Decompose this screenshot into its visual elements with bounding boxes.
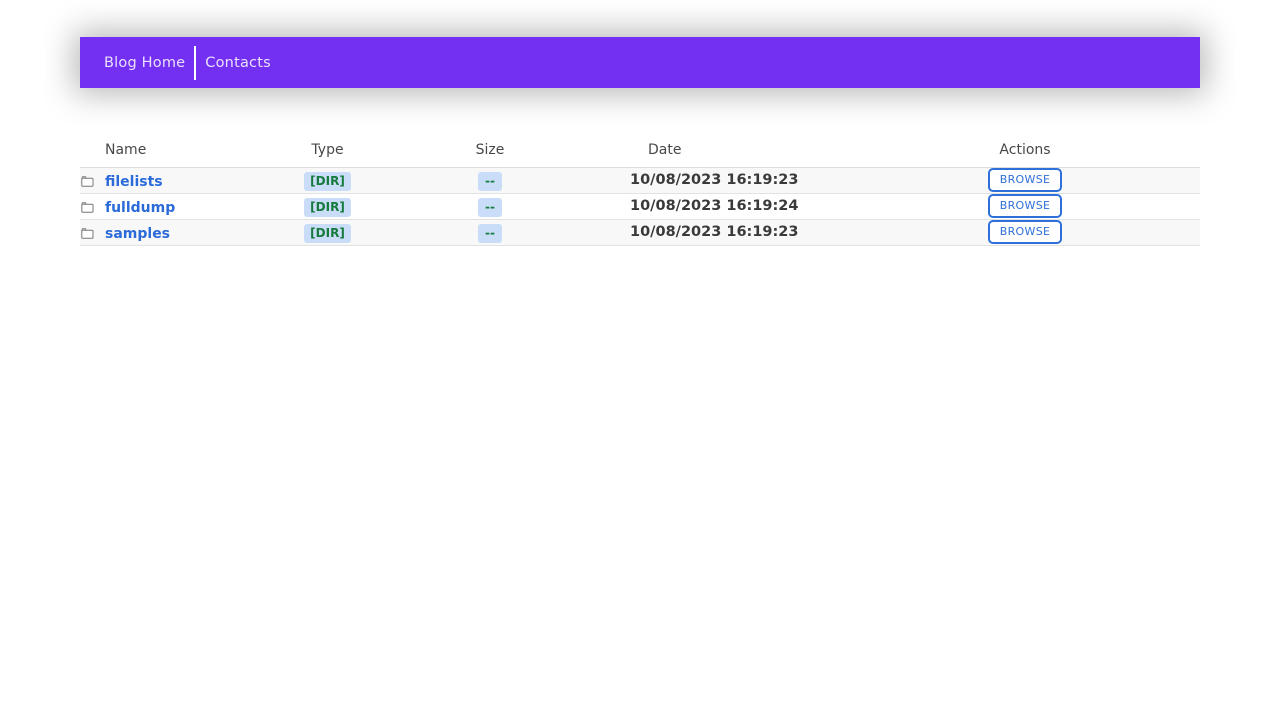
date-text: 10/08/2023 16:19:23: [630, 172, 799, 188]
file-browser-content: Name Type Size Date Actions filelists [D…: [80, 133, 1200, 246]
row-size-cell: --: [410, 219, 570, 245]
header-size: Size: [475, 141, 505, 158]
row-icon-cell: [80, 219, 105, 245]
row-type-cell: [DIR]: [245, 219, 410, 245]
size-badge: --: [478, 223, 502, 243]
size-badge: --: [478, 197, 502, 217]
row-name-cell: samples: [105, 219, 245, 245]
folder-icon: [81, 223, 94, 242]
table-row: samples [DIR] -- 10/08/2023 16:19:23 BRO…: [80, 219, 1200, 245]
nav-link-blog-home[interactable]: Blog Home: [104, 54, 186, 71]
row-date-cell: 10/08/2023 16:19:23: [570, 167, 915, 193]
directory-link[interactable]: fulldump: [105, 199, 176, 216]
row-icon-cell: [80, 193, 105, 219]
row-type-cell: [DIR]: [245, 193, 410, 219]
date-text: 10/08/2023 16:19:23: [630, 224, 799, 240]
row-date-cell: 10/08/2023 16:19:24: [570, 193, 915, 219]
type-badge: [DIR]: [304, 197, 351, 217]
folder-icon: [81, 197, 94, 216]
size-badge: --: [478, 171, 502, 191]
directory-link[interactable]: filelists: [105, 173, 163, 190]
table-row: filelists [DIR] -- 10/08/2023 16:19:23 B…: [80, 167, 1200, 193]
row-name-cell: fulldump: [105, 193, 245, 219]
top-navbar: Blog Home Contacts: [80, 37, 1200, 88]
row-actions-cell: BROWSE: [915, 219, 1200, 245]
row-date-cell: 10/08/2023 16:19:23: [570, 219, 915, 245]
date-text: 10/08/2023 16:19:24: [630, 198, 799, 214]
browse-button[interactable]: BROWSE: [987, 220, 1063, 244]
nav-divider: [194, 45, 197, 80]
header-row: Name Type Size Date Actions: [80, 133, 1200, 167]
row-size-cell: --: [410, 167, 570, 193]
row-name-cell: filelists: [105, 167, 245, 193]
header-icon-spacer: [80, 133, 105, 167]
nav-link-contacts[interactable]: Contacts: [205, 54, 271, 71]
folder-icon: [81, 171, 94, 190]
row-actions-cell: BROWSE: [915, 193, 1200, 219]
header-actions: Actions: [999, 141, 1051, 158]
file-table: Name Type Size Date Actions filelists [D…: [80, 133, 1200, 246]
header-name: Name: [105, 141, 147, 158]
file-table-header: Name Type Size Date Actions: [80, 133, 1200, 167]
type-badge: [DIR]: [304, 223, 351, 243]
file-table-body: filelists [DIR] -- 10/08/2023 16:19:23 B…: [80, 167, 1200, 245]
row-actions-cell: BROWSE: [915, 167, 1200, 193]
browse-button[interactable]: BROWSE: [987, 194, 1063, 218]
browse-button[interactable]: BROWSE: [987, 168, 1063, 192]
row-type-cell: [DIR]: [245, 167, 410, 193]
directory-link[interactable]: samples: [105, 225, 171, 242]
row-icon-cell: [80, 167, 105, 193]
table-row: fulldump [DIR] -- 10/08/2023 16:19:24 BR…: [80, 193, 1200, 219]
header-date: Date: [648, 141, 682, 158]
header-type: Type: [311, 141, 344, 158]
row-size-cell: --: [410, 193, 570, 219]
type-badge: [DIR]: [304, 171, 351, 191]
